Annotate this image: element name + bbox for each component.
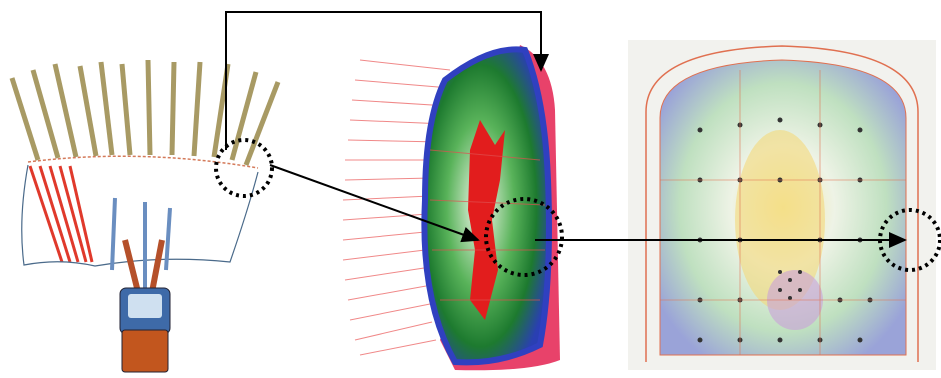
truck-body xyxy=(122,330,168,372)
face-model xyxy=(343,45,560,370)
bolt-rods xyxy=(12,60,278,165)
drill-rig xyxy=(12,60,278,372)
face-rods xyxy=(30,166,92,262)
figure xyxy=(0,0,941,378)
contour-map xyxy=(628,40,936,370)
